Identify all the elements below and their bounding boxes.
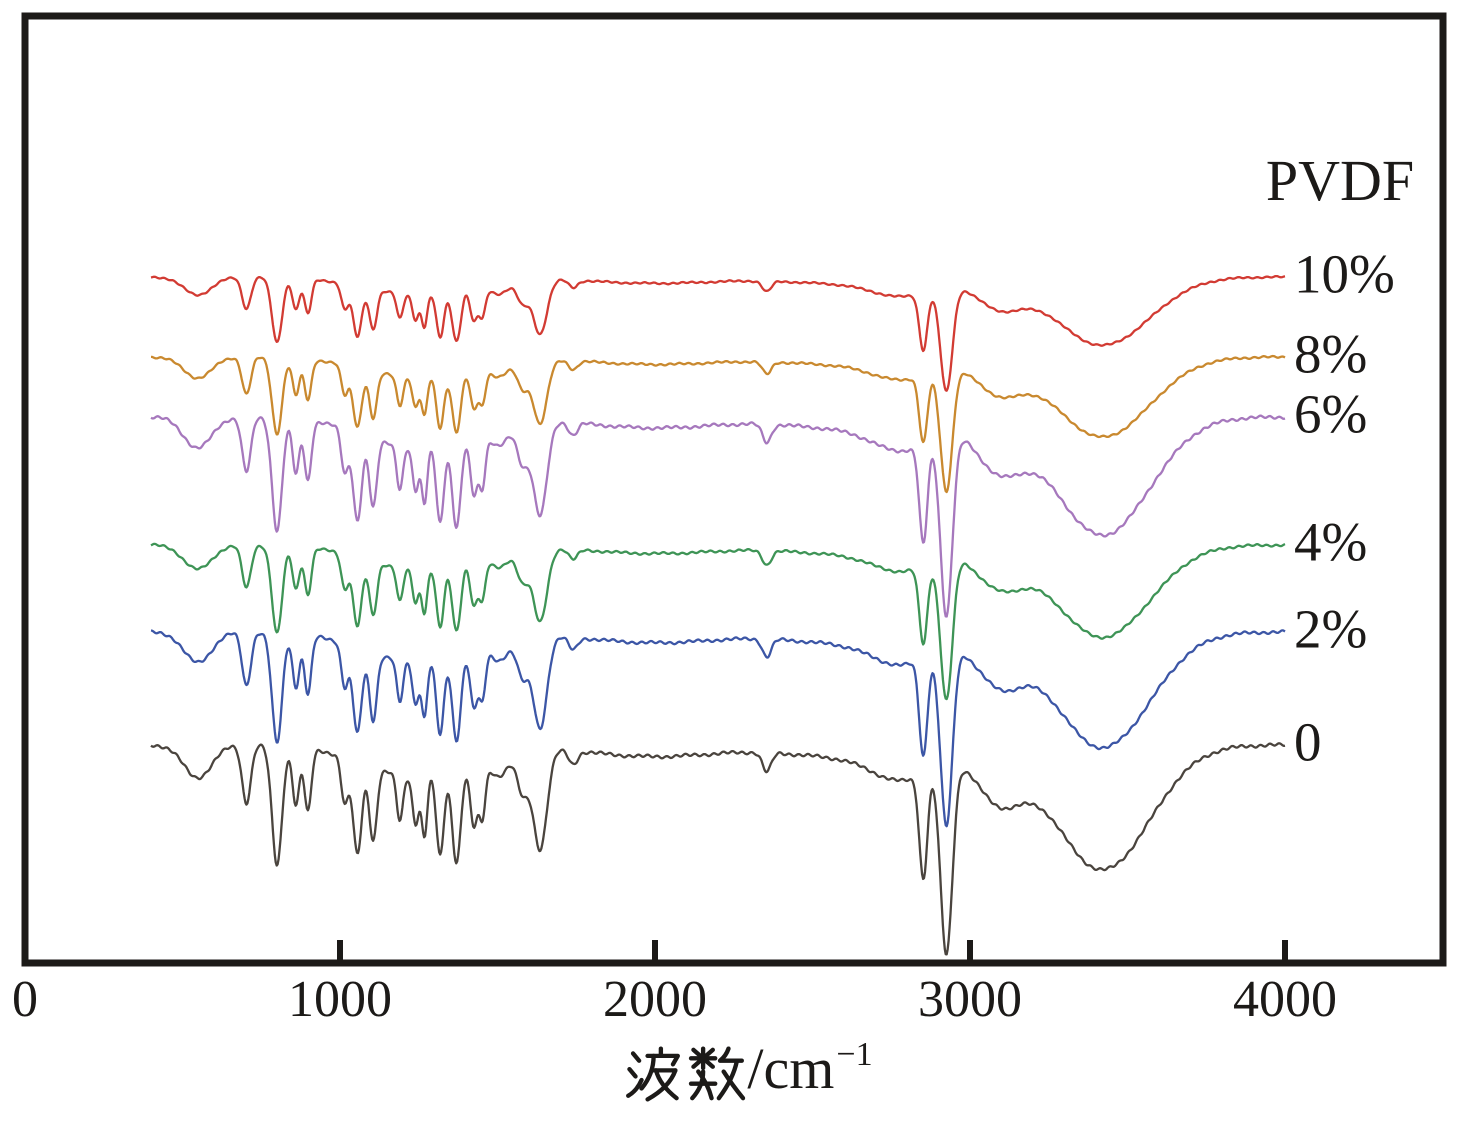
hanzi-bo-glyph: [626, 1046, 680, 1102]
series-label-6%: 6%: [1294, 383, 1368, 445]
x-tick-label-2000: 2000: [603, 971, 707, 1028]
plot-frame: [21, 12, 1447, 967]
x-axis-title: /cm −1: [623, 1036, 873, 1103]
x-axis-exponent: −1: [836, 1036, 873, 1073]
series-label-2%: 2%: [1294, 598, 1368, 660]
x-tick-label-3000: 3000: [918, 971, 1022, 1028]
series-label-8%: 8%: [1294, 323, 1368, 385]
x-tick-label-1000: 1000: [288, 971, 392, 1028]
spectrum-curve-4%: [150, 542, 1286, 701]
spectrum-curve-10%: [150, 274, 1286, 392]
spectra-curves: [150, 274, 1286, 956]
legend-title: PVDF: [1265, 148, 1415, 213]
series-label-0: 0: [1294, 711, 1322, 773]
series-label-10%: 10%: [1294, 243, 1395, 305]
spectrum-curve-6%: [150, 414, 1286, 618]
spectrum-curve-2%: [150, 629, 1286, 828]
spectrum-curve-8%: [150, 354, 1286, 494]
series-label-4%: 4%: [1294, 511, 1368, 573]
x-tick-label-4000: 4000: [1233, 971, 1337, 1028]
x-axis-unit: /cm: [747, 1036, 835, 1101]
x-axis-ticks: [337, 940, 1288, 961]
hanzi-shu-glyph: [688, 1046, 746, 1101]
spectrum-curve-0: [150, 742, 1286, 956]
x-tick-label-0: 0: [12, 971, 38, 1028]
